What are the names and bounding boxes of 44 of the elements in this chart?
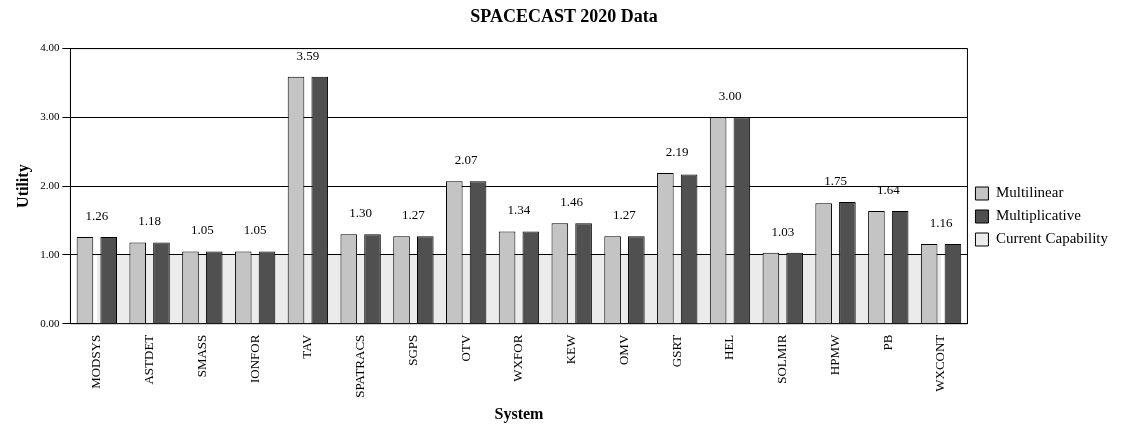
chart-title: SPACECAST 2020 Data (470, 6, 658, 27)
data-label: 3.59 (296, 47, 320, 63)
legend-label: Current Capability (995, 230, 1109, 247)
y-axis-title: Utility (13, 164, 32, 208)
data-label: 1.18 (138, 213, 161, 229)
data-label: 1.05 (243, 222, 267, 238)
x-tick-label: TAV (299, 334, 315, 359)
data-label: 1.05 (190, 222, 214, 238)
data-label: 1.03 (771, 223, 795, 239)
data-label: 1.26 (85, 207, 109, 223)
data-label: 3.00 (718, 88, 742, 104)
y-tick-label: 2.00 (40, 179, 60, 192)
data-label: 2.19 (665, 144, 689, 159)
data-label: 1.34 (507, 202, 531, 218)
x-tick-label: WXCONT (932, 334, 948, 392)
x-tick-label: HPMW (826, 333, 842, 376)
x-tick-label: SGPS (404, 334, 420, 366)
x-tick-label: ASTDET (141, 334, 157, 385)
legend-label: Multilinear (995, 184, 1064, 201)
legend-label: Multiplicative (995, 207, 1082, 224)
x-tick-label: KEW (563, 333, 579, 365)
x-tick-label: WXFOR (510, 334, 526, 382)
x-tick-label: SOLMIR (774, 334, 790, 384)
data-label: 1.27 (613, 207, 637, 223)
x-tick-label: SMASS (193, 334, 209, 378)
y-tick-label: 3.00 (40, 110, 60, 123)
x-tick-label: GSRT (668, 334, 684, 368)
data-label: 1.27 (402, 207, 426, 223)
y-tick-label: 1.00 (40, 247, 60, 260)
x-tick-label: SPATRACS (352, 334, 368, 398)
x-tick-label: PB (879, 334, 895, 351)
data-label: 1.46 (560, 194, 584, 210)
x-tick-label: MODSYS (88, 334, 104, 389)
data-label: 1.75 (824, 172, 847, 188)
data-label: 1.30 (349, 205, 373, 221)
y-tick-label: 4.00 (40, 41, 60, 54)
x-tick-label: IONFOR (246, 334, 262, 384)
data-label: 2.07 (454, 152, 479, 168)
data-label: 1.16 (929, 214, 953, 230)
x-axis-title: System (494, 404, 545, 423)
x-tick-label: HEL (721, 334, 737, 360)
y-tick-label: 0.00 (40, 316, 60, 329)
x-tick-label: OMV (615, 334, 631, 366)
x-tick-label: OTV (457, 334, 473, 362)
